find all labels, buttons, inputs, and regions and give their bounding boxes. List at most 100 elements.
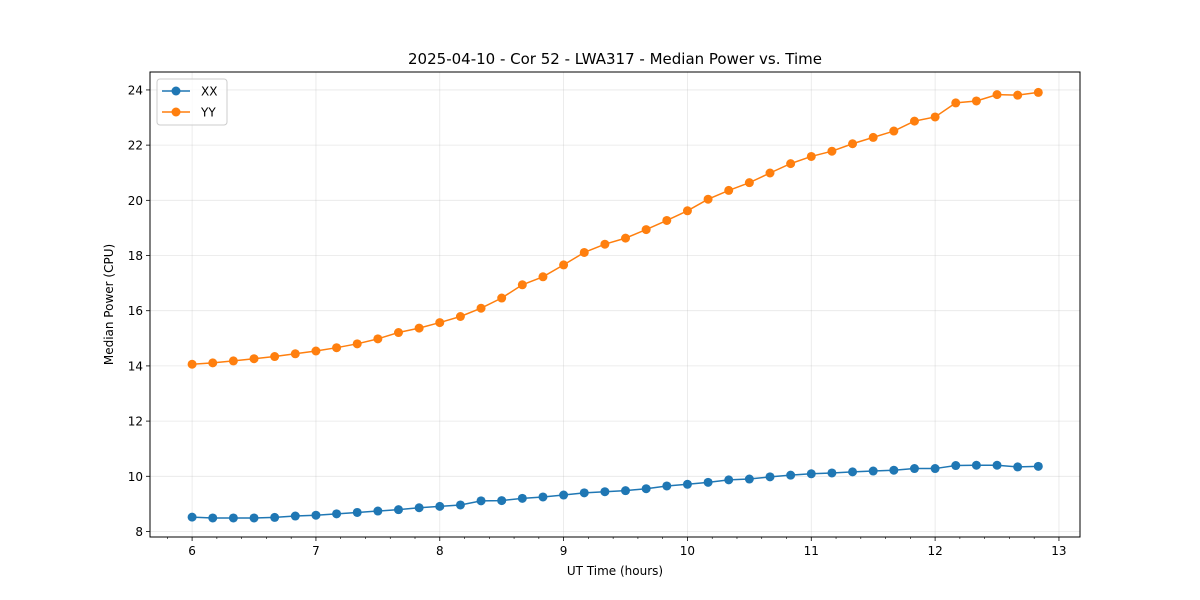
- data-point-xx: [641, 484, 651, 494]
- data-point-xx: [187, 512, 197, 522]
- data-point-yy: [600, 239, 610, 249]
- data-point-xx: [868, 466, 878, 476]
- data-point-xx: [1013, 462, 1023, 472]
- x-tick-label: 8: [436, 544, 444, 558]
- data-point-xx: [827, 468, 837, 478]
- data-point-yy: [621, 233, 631, 243]
- data-point-xx: [373, 506, 383, 516]
- y-tick-label: 14: [128, 359, 143, 373]
- chart-title: 2025-04-10 - Cor 52 - LWA317 - Median Po…: [408, 50, 822, 68]
- x-tick-label: 13: [1051, 544, 1066, 558]
- plot-frame: [149, 71, 1081, 538]
- x-tick-label: 9: [560, 544, 568, 558]
- series-xx: [187, 460, 1043, 523]
- data-point-xx: [951, 461, 961, 471]
- data-point-xx: [848, 467, 858, 477]
- x-tick-label: 10: [680, 544, 695, 558]
- y-tick-label: 20: [128, 194, 143, 208]
- data-point-xx: [497, 496, 507, 506]
- data-point-yy: [497, 293, 507, 303]
- data-point-yy: [848, 139, 858, 149]
- data-point-yy: [889, 126, 899, 136]
- data-point-xx: [435, 501, 445, 511]
- y-axis-label: Median Power (CPU): [102, 244, 116, 365]
- x-tick-label: 6: [188, 544, 196, 558]
- data-point-yy: [435, 318, 445, 328]
- data-point-yy: [579, 247, 589, 257]
- y-tick-label: 22: [128, 139, 143, 153]
- data-point-yy: [930, 112, 940, 122]
- data-point-xx: [765, 472, 775, 482]
- data-point-yy: [559, 260, 569, 270]
- data-point-xx: [476, 496, 486, 506]
- x-tick-label: 7: [312, 544, 320, 558]
- data-point-xx: [806, 469, 816, 479]
- data-point-xx: [724, 475, 734, 485]
- legend-label-xx: XX: [201, 85, 217, 99]
- data-point-xx: [992, 460, 1002, 470]
- data-point-yy: [394, 328, 403, 338]
- data-point-yy: [868, 132, 878, 142]
- y-tick-label: 10: [128, 470, 143, 484]
- data-point-yy: [786, 159, 796, 169]
- series-layer: [187, 87, 1043, 523]
- series-yy: [187, 87, 1043, 369]
- data-point-xx: [744, 474, 754, 484]
- data-point-yy: [1033, 87, 1043, 97]
- data-point-yy: [476, 303, 486, 313]
- data-point-yy: [187, 359, 197, 369]
- data-point-xx: [786, 470, 796, 480]
- data-point-yy: [765, 168, 775, 178]
- data-point-xx: [311, 510, 321, 520]
- data-point-xx: [930, 464, 940, 474]
- data-point-xx: [971, 460, 981, 470]
- data-point-xx: [394, 505, 403, 515]
- axis-ticks: 6 7 8 9 10 11 12 13 8 10 12 14 16 18 20 22 24: [128, 83, 1067, 558]
- data-point-yy: [538, 272, 548, 282]
- data-point-yy: [249, 354, 259, 364]
- data-point-yy: [352, 339, 362, 349]
- y-tick-label: 8: [135, 525, 143, 539]
- data-point-yy: [517, 280, 527, 290]
- data-point-yy: [992, 90, 1002, 100]
- x-tick-label: 12: [927, 544, 942, 558]
- data-point-xx: [1033, 461, 1043, 471]
- data-point-yy: [641, 225, 651, 235]
- y-tick-label: 24: [128, 83, 143, 97]
- data-point-xx: [208, 513, 218, 523]
- x-tick-label: 11: [804, 544, 819, 558]
- grid-lines: [150, 72, 1080, 537]
- data-point-xx: [414, 503, 424, 513]
- data-point-yy: [373, 334, 383, 344]
- data-point-xx: [662, 481, 672, 491]
- data-point-xx: [621, 486, 631, 496]
- y-tick-label: 12: [128, 415, 143, 429]
- data-point-yy: [228, 356, 238, 366]
- data-point-yy: [682, 206, 692, 216]
- data-point-yy: [827, 146, 837, 156]
- legend: XX YY: [156, 78, 228, 126]
- legend-label-yy: YY: [200, 106, 216, 120]
- data-point-xx: [579, 488, 589, 498]
- x-axis-label: UT Time (hours): [567, 564, 663, 578]
- legend-marker-yy: [171, 107, 181, 117]
- data-point-xx: [600, 487, 610, 497]
- data-point-yy: [332, 343, 342, 353]
- data-point-yy: [311, 346, 321, 356]
- data-point-yy: [909, 116, 919, 126]
- y-tick-label: 16: [128, 304, 143, 318]
- data-point-yy: [806, 151, 816, 161]
- legend-marker-xx: [171, 86, 181, 96]
- data-point-xx: [682, 479, 692, 489]
- data-point-xx: [290, 511, 300, 521]
- data-point-yy: [703, 194, 713, 204]
- data-point-yy: [951, 98, 961, 108]
- data-point-xx: [332, 509, 342, 519]
- data-point-xx: [455, 500, 465, 510]
- data-point-xx: [538, 492, 548, 502]
- data-point-yy: [270, 352, 280, 362]
- data-point-xx: [703, 477, 713, 487]
- y-tick-label: 18: [128, 249, 143, 263]
- data-point-yy: [662, 215, 672, 225]
